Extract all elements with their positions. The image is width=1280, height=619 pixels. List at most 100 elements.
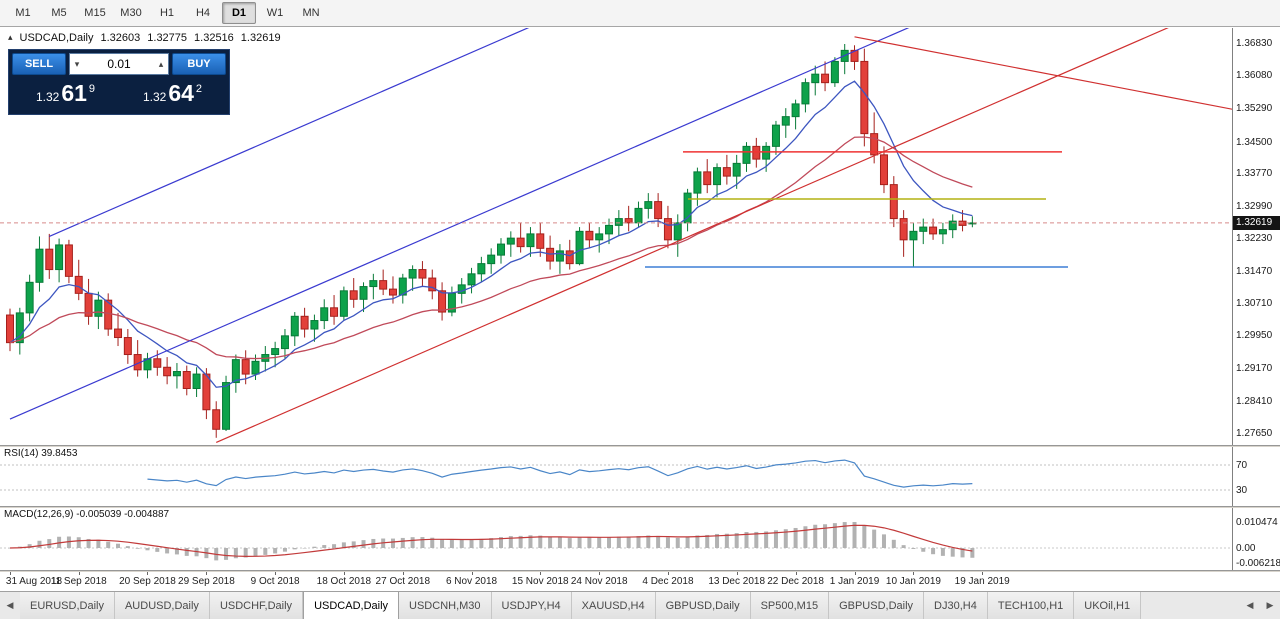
tab-list: EURUSD,Daily AUDUSD,Daily USDCHF,Daily USDC… <box>20 592 1142 619</box>
macd-axis-label: -0.006218 <box>1236 558 1280 570</box>
date-label: 10 Jan 2019 <box>885 576 941 587</box>
date-tick <box>982 572 984 575</box>
price-axis-label: 1.29950 <box>1236 330 1273 342</box>
ohlc-open: 1.32603 <box>100 32 141 44</box>
timeframe-button-h4[interactable]: H4 <box>195 7 211 19</box>
ask-base: 1.32 <box>142 89 167 104</box>
price-axis-label: 1.30710 <box>1236 297 1273 309</box>
volume-input[interactable] <box>84 57 154 71</box>
date-label: 19 Jan 2019 <box>954 576 1010 587</box>
buy-button[interactable]: BUY <box>172 53 226 75</box>
date-tick <box>540 572 542 575</box>
volume-stepper[interactable]: ▾ ▴ <box>69 53 169 75</box>
tab-sp500-m15[interactable]: SP500,M15 <box>750 592 830 619</box>
date-tick <box>667 572 669 575</box>
date-tick <box>913 572 915 575</box>
date-tick <box>78 572 80 575</box>
chart-header: ▴ USDCAD,Daily 1.32603 1.32775 1.32516 1… <box>8 32 281 44</box>
tab-usdcnh-m30[interactable]: USDCNH,M30 <box>399 592 492 619</box>
date-tick <box>854 572 856 575</box>
date-label: 18 Oct 2018 <box>316 576 372 587</box>
tabs-scroll-left-icon[interactable]: ◀ <box>6 600 14 610</box>
tab-gbpusd-daily[interactable]: GBPUSD,Daily <box>829 592 925 619</box>
date-tick <box>599 572 601 575</box>
rsi-panel[interactable]: RSI(14) 39.8453 <box>0 447 1232 506</box>
timeframe-button-w1[interactable]: W1 <box>266 7 284 19</box>
chart-symbol: USDCAD,Daily <box>19 32 94 44</box>
date-tick <box>402 572 404 575</box>
tabs-scroll-next-icon[interactable]: ▶ <box>1266 600 1274 610</box>
rsi-axis-label: 30 <box>1236 485 1248 496</box>
tabs-scroll-group: ◀ ▶ <box>1240 592 1280 619</box>
panel-splitter[interactable] <box>0 445 1280 447</box>
timeframe-button-m30[interactable]: M30 <box>120 7 142 19</box>
tab-tech100-h1[interactable]: TECH100,H1 <box>987 592 1075 619</box>
date-tick <box>147 572 149 575</box>
timeframe-button-h1[interactable]: H1 <box>159 7 175 19</box>
price-axis-label: 1.35290 <box>1236 103 1273 115</box>
tab-dj30-h4[interactable]: DJ30,H4 <box>924 592 988 619</box>
price-chart[interactable]: ▴ USDCAD,Daily 1.32603 1.32775 1.32516 1… <box>0 28 1232 445</box>
date-label: 31 Aug 2018 <box>5 576 63 587</box>
timeframe-button-m15[interactable]: M15 <box>84 7 106 19</box>
macd-title: MACD(12,26,9) -0.005039 -0.004887 <box>4 509 170 520</box>
price-axis: 1.32619 1.36830 1.36080 1.35290 1.34500 1.33… <box>1232 28 1280 570</box>
date-label: 29 Sep 2018 <box>178 576 235 587</box>
date-tick <box>206 572 208 575</box>
bid-base: 1.32 <box>35 89 60 104</box>
ohlc-low: 1.32516 <box>194 32 234 44</box>
macd-axis-label: 0.010474 <box>1236 517 1278 529</box>
date-tick <box>343 572 345 575</box>
date-label: 9 Oct 2018 <box>250 576 300 587</box>
bid-price: 1.32 61 9 <box>12 80 119 107</box>
timeframe-button-m5[interactable]: M5 <box>51 7 67 19</box>
rsi-axis-label: 70 <box>1236 460 1248 471</box>
date-tick <box>795 572 797 575</box>
ask-pipette: 2 <box>195 82 203 95</box>
symbol-arrow-icon: ▴ <box>8 32 13 42</box>
tab-xauusd-h4[interactable]: XAUUSD,H4 <box>571 592 656 619</box>
date-label: 13 Dec 2018 <box>708 576 766 587</box>
date-label: 24 Nov 2018 <box>570 576 628 587</box>
tab-usdjpy-h4[interactable]: USDJPY,H4 <box>491 592 572 619</box>
price-axis-label: 1.27650 <box>1236 427 1273 439</box>
tab-usdcad-daily[interactable]: USDCAD,Daily <box>303 592 400 619</box>
price-axis-label: 1.28410 <box>1236 395 1273 407</box>
volume-decrease-button[interactable]: ▾ <box>74 59 80 69</box>
tabs-scroll-prev-icon[interactable]: ◀ <box>1246 600 1254 610</box>
date-label: 1 Jan 2019 <box>829 576 880 587</box>
rsi-title: RSI(14) 39.8453 <box>4 448 78 459</box>
date-label: 6 Nov 2018 <box>445 576 498 587</box>
macd-panel[interactable]: MACD(12,26,9) -0.005039 -0.004887 <box>0 508 1232 570</box>
volume-increase-button[interactable]: ▴ <box>158 59 164 69</box>
price-chart-svg <box>0 28 1232 444</box>
price-axis-label: 1.34500 <box>1236 136 1273 148</box>
ohlc-high: 1.32775 <box>147 32 188 44</box>
panel-splitter[interactable] <box>0 570 1280 572</box>
date-label: 20 Sep 2018 <box>119 576 176 587</box>
tab-usdchf-daily[interactable]: USDCHF,Daily <box>209 592 304 619</box>
ask-pips: 64 <box>168 79 194 106</box>
macd-axis-label: 0.00 <box>1236 543 1256 554</box>
tab-ukoil-h1[interactable]: UKOil,H1 <box>1074 592 1142 619</box>
sell-button[interactable]: SELL <box>12 53 66 75</box>
tab-gbpusd-daily[interactable]: GBPUSD,Daily <box>655 592 751 619</box>
macd-svg <box>0 522 1232 561</box>
price-axis-label: 1.32230 <box>1236 233 1273 245</box>
tab-eurusd-daily[interactable]: EURUSD,Daily <box>20 592 115 619</box>
chart-tabbar: ◀ EURUSD,Daily AUDUSD,Daily USDCHF,Daily US… <box>0 591 1280 619</box>
timeframe-toolbar: M1 M5 M15 M30 H1 H4 D1 W1 MN <box>0 0 1280 27</box>
timeframe-button-mn[interactable]: MN <box>302 7 320 19</box>
date-tick <box>736 572 738 575</box>
timeframe-button-d1[interactable]: D1 <box>222 2 256 24</box>
price-axis-label: 1.32990 <box>1236 201 1273 213</box>
panel-splitter[interactable] <box>0 506 1280 508</box>
date-label: 22 Dec 2018 <box>767 576 824 587</box>
ask-price: 1.32 64 2 <box>119 80 226 107</box>
bid-pips: 61 <box>61 79 87 106</box>
timeframe-button-m1[interactable]: M1 <box>15 7 31 19</box>
ohlc-close: 1.32619 <box>240 32 281 44</box>
price-axis-label: 1.31470 <box>1236 265 1273 277</box>
date-label: 4 Dec 2018 <box>642 576 694 587</box>
tab-audusd-daily[interactable]: AUDUSD,Daily <box>114 592 210 619</box>
